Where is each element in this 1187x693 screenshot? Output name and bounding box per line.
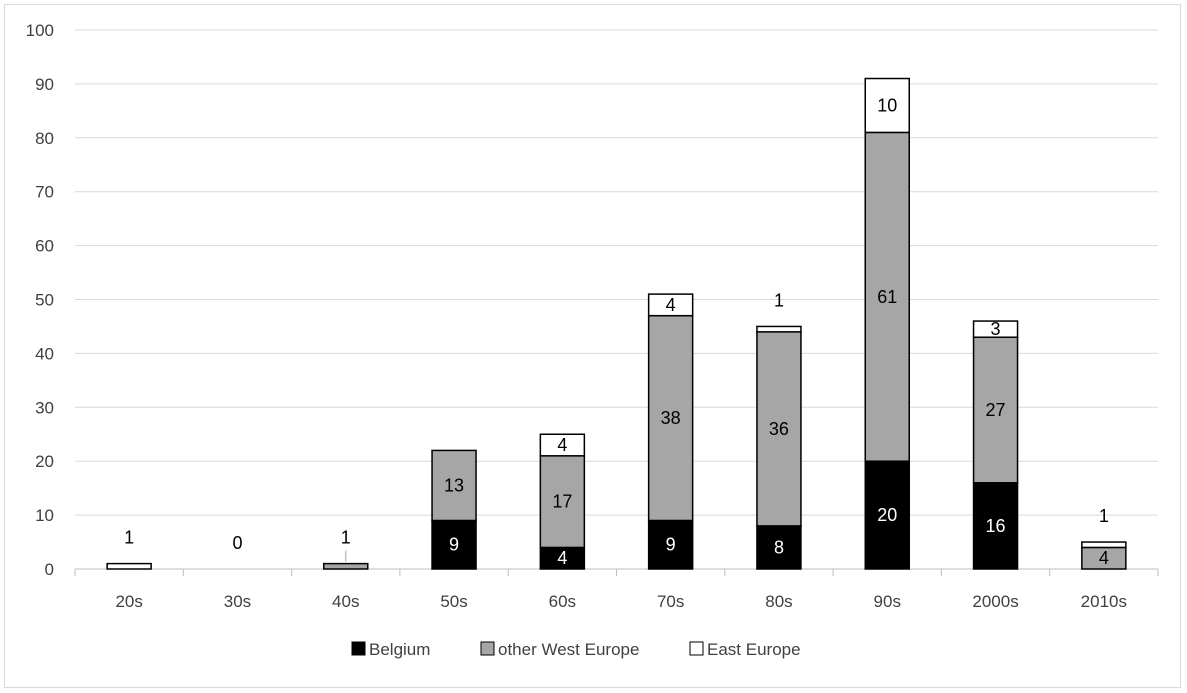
x-tick-label-30s: 30s (224, 592, 251, 611)
bar-2000s-east-europe (972, 320, 1019, 338)
y-tick-label-0: 0 (45, 560, 54, 579)
y-tick-label-80: 80 (35, 129, 54, 148)
y-tick-label-100: 100 (26, 21, 54, 40)
x-tick-label-2000s: 2000s (972, 592, 1018, 611)
legend-swatch-1 (480, 641, 495, 656)
legend-label-2: East Europe (707, 640, 801, 659)
x-tick-label-50s: 50s (440, 592, 467, 611)
data-label-60s-6: 17 (552, 492, 572, 512)
x-tick-label-2010s: 2010s (1081, 592, 1127, 611)
data-label-2010s-20: 4 (1099, 548, 1109, 568)
x-tick-label-80s: 80s (765, 592, 792, 611)
data-label-50s-3: 9 (449, 535, 459, 555)
data-label-30s-1: 0 (232, 533, 242, 553)
bar-20s-east-europe (106, 562, 152, 570)
bar-60s-east-europe (539, 433, 586, 457)
x-tick-label-70s: 70s (657, 592, 684, 611)
y-tick-label-20: 20 (35, 452, 54, 471)
x-tick-label-60s: 60s (549, 592, 576, 611)
data-label-80s-13: 1 (774, 290, 784, 310)
y-tick-label-40: 40 (35, 344, 54, 363)
bar-2010s-east-europe (1081, 541, 1127, 549)
bar-80s-belgium (756, 525, 802, 570)
x-tick-label-20s: 20s (115, 592, 142, 611)
bar-90s-belgium (864, 460, 910, 570)
bar-2000s-other-west-europe (972, 336, 1019, 484)
data-label-80s-12: 36 (769, 419, 789, 439)
y-tick-label-60: 60 (35, 237, 54, 256)
data-label-90s-16: 10 (877, 95, 897, 115)
data-label-60s-7: 4 (557, 435, 567, 455)
bar-70s-belgium (647, 519, 694, 570)
x-tick-label-90s: 90s (874, 592, 901, 611)
bar-80s-east-europe (756, 325, 802, 333)
data-label-2010s-21: 1 (1099, 506, 1109, 526)
x-tick-label-40s: 40s (332, 592, 359, 611)
bar-90s-east-europe (864, 77, 910, 134)
data-label-90s-15: 61 (877, 287, 897, 307)
data-label-80s-11: 8 (774, 537, 784, 557)
bar-70s-east-europe (647, 293, 694, 317)
bar-70s-other-west-europe (647, 314, 694, 522)
bar-2000s-belgium (972, 482, 1019, 570)
data-label-60s-5: 4 (557, 548, 567, 568)
data-label-40s-2: 1 (341, 528, 351, 548)
legend-swatch-0 (351, 641, 366, 656)
data-label-90s-14: 20 (877, 505, 897, 525)
bar-90s-other-west-europe (864, 131, 910, 462)
y-tick-label-10: 10 (35, 506, 54, 525)
data-label-2000s-17: 16 (986, 516, 1006, 536)
legend-label-0: Belgium (369, 640, 430, 659)
bar-60s-other-west-europe (539, 455, 586, 549)
y-tick-label-50: 50 (35, 291, 54, 310)
data-label-2000s-18: 27 (986, 400, 1006, 420)
bar-80s-other-west-europe (756, 331, 802, 527)
bar-40s-other-west-europe (323, 562, 369, 570)
y-tick-label-90: 90 (35, 75, 54, 94)
y-tick-label-70: 70 (35, 183, 54, 202)
data-label-2000s-19: 3 (991, 319, 1001, 339)
legend-swatch-2 (689, 641, 704, 656)
data-label-70s-8: 9 (666, 535, 676, 555)
data-label-50s-4: 13 (444, 475, 464, 495)
data-label-70s-9: 38 (661, 408, 681, 428)
y-tick-label-30: 30 (35, 398, 54, 417)
data-label-20s-0: 1 (124, 528, 134, 548)
data-label-70s-10: 4 (666, 295, 676, 315)
bar-50s-other-west-europe (431, 449, 477, 522)
legend-label-1: other West Europe (498, 640, 639, 659)
